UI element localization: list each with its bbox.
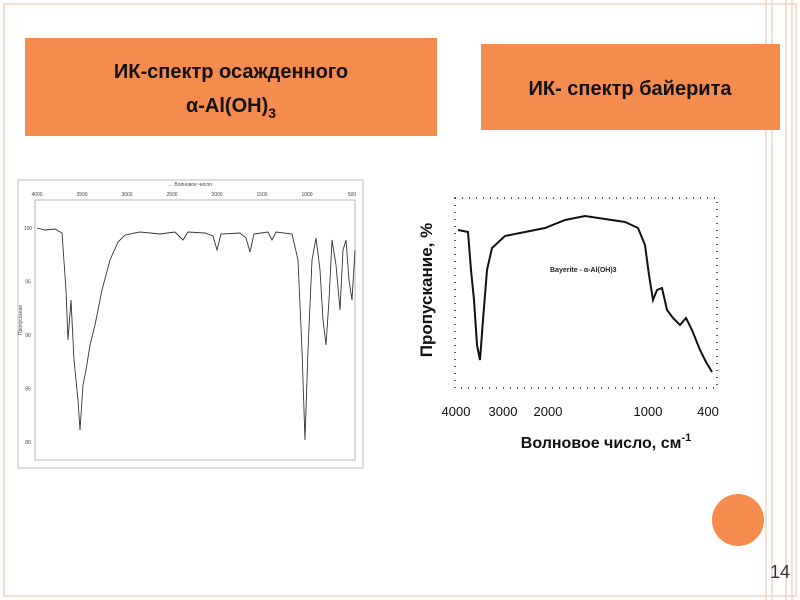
x-caption: Волновое число, см-1 bbox=[521, 432, 691, 452]
y-tick-label: 100 bbox=[24, 226, 33, 232]
subscript: 3 bbox=[268, 105, 276, 121]
x-tick-label: 1000 bbox=[634, 404, 663, 419]
x-tick-label: 1000 bbox=[301, 192, 312, 198]
decor-circle bbox=[712, 494, 764, 546]
x-tick-label: 400 bbox=[697, 404, 719, 419]
left-spectrum: ← Волновое число Пропускание 4000 3500 300… bbox=[17, 179, 364, 469]
y-tick-label: 80 bbox=[25, 440, 31, 446]
x-tick-label: 3500 bbox=[76, 192, 87, 198]
y-caption: Пропускание, % bbox=[417, 223, 436, 357]
y-tick-label: 90 bbox=[25, 333, 31, 339]
right-title-box bbox=[481, 44, 780, 130]
x-tick-label: 3000 bbox=[489, 404, 518, 419]
page-number: 14 bbox=[770, 562, 790, 582]
spectrum-curve bbox=[36, 227, 356, 441]
x-tick-label: 3000 bbox=[121, 192, 132, 198]
spectrum-frame bbox=[17, 179, 364, 469]
plot-frame bbox=[454, 197, 718, 389]
right-spectrum: Bayerite - α-Al(OH)3 Пропускание, % Волн… bbox=[417, 197, 719, 452]
x-tick-label: 500 bbox=[348, 192, 357, 198]
x-tick-label: 2500 bbox=[166, 192, 177, 198]
formula: α-Al(OH) bbox=[186, 95, 268, 117]
x-tick-label: 4000 bbox=[31, 192, 42, 198]
y-tick-label: 95 bbox=[25, 280, 31, 286]
x-tick-label: 2000 bbox=[211, 192, 222, 198]
spectrum-curve bbox=[457, 214, 713, 373]
y-tick-label: 85 bbox=[25, 387, 31, 393]
left-title-box bbox=[25, 38, 437, 136]
left-title-line2: α-Al(OH)3 bbox=[186, 95, 276, 121]
x-caption-text: Волновое число, см bbox=[521, 435, 682, 452]
annotation: Bayerite - α-Al(OH)3 bbox=[550, 267, 617, 274]
left-title-line1: ИК-спектр осажденного bbox=[114, 61, 348, 83]
plot-frame bbox=[34, 199, 356, 461]
y-caption: Пропускание bbox=[18, 305, 24, 335]
superscript: -1 bbox=[681, 432, 691, 444]
x-tick-label: 4000 bbox=[442, 404, 471, 419]
x-tick-label: 1500 bbox=[256, 192, 267, 198]
x-caption: ← Волновое число bbox=[168, 182, 212, 188]
x-tick-label: 2000 bbox=[534, 404, 563, 419]
right-title: ИК- спектр байерита bbox=[528, 78, 732, 100]
slide-border bbox=[3, 3, 797, 597]
